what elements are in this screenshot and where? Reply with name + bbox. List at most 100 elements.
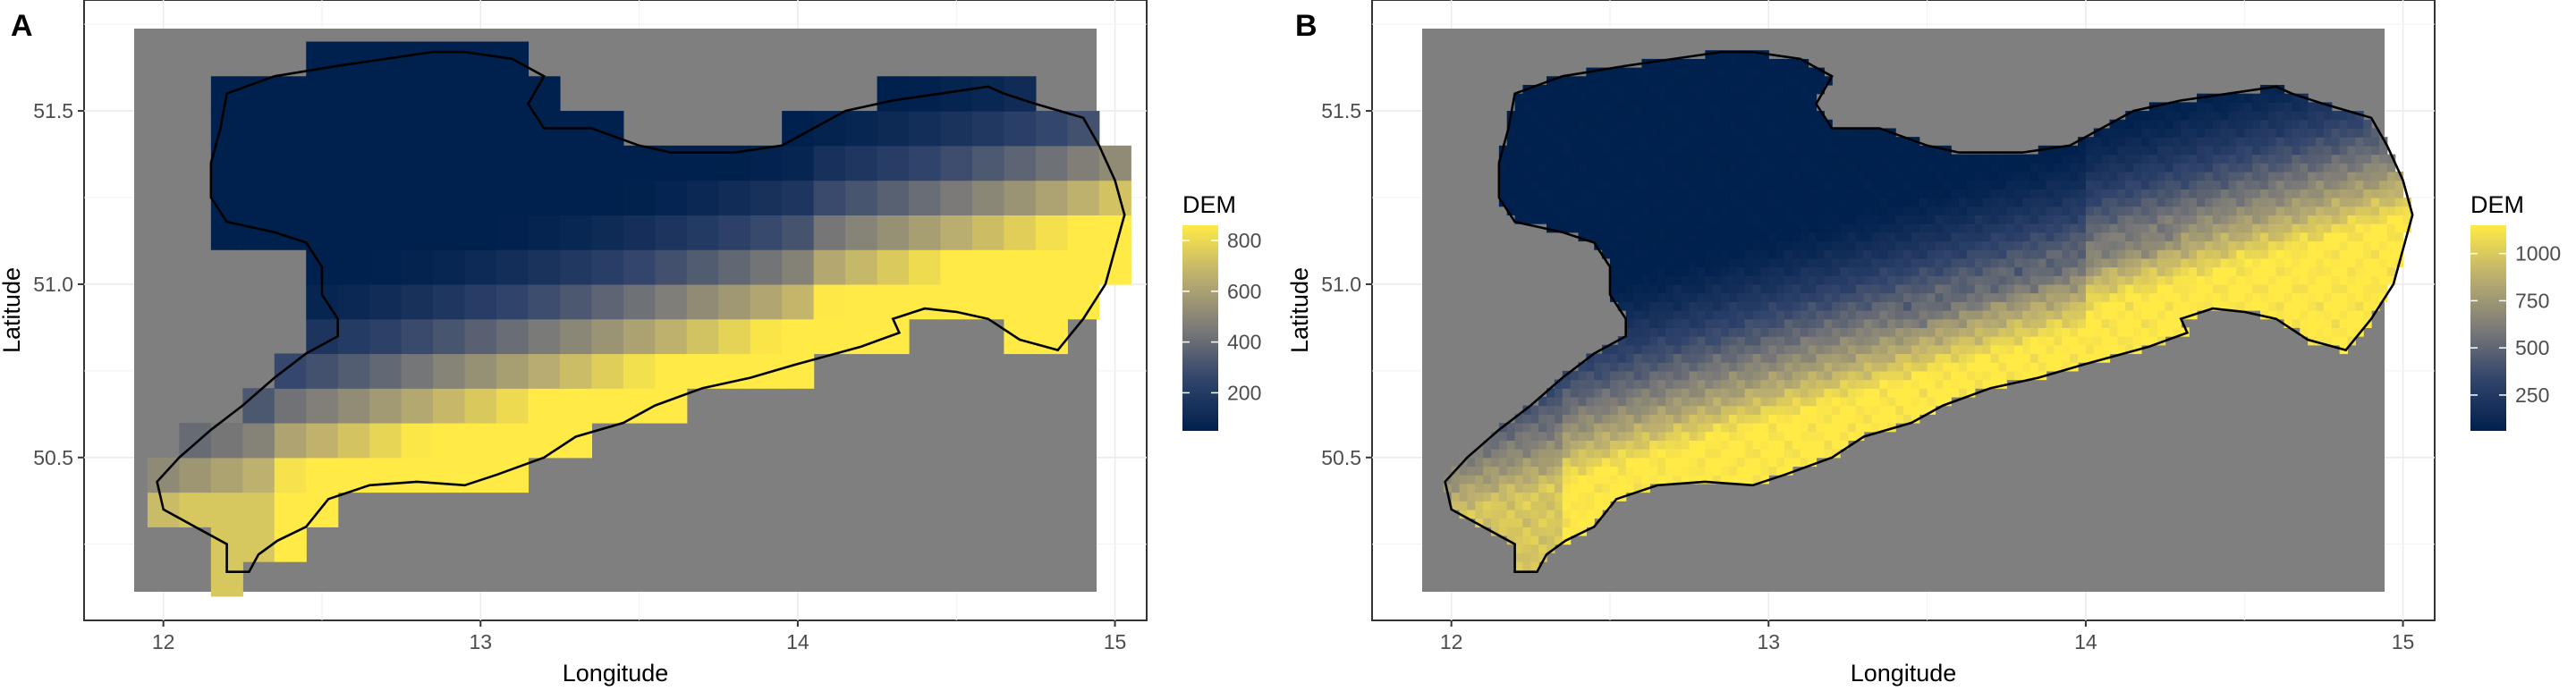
raster-cell	[1879, 180, 1888, 190]
raster-cell	[1800, 379, 1809, 389]
raster-cell	[1855, 396, 1865, 407]
raster-cell	[1490, 527, 1500, 536]
raster-cell	[718, 283, 751, 320]
raster-cell	[2157, 206, 2166, 215]
raster-cell	[2355, 292, 2364, 302]
raster-cell	[1506, 197, 1516, 207]
raster-cell	[2355, 128, 2364, 138]
raster-cell	[1657, 388, 1666, 398]
raster-cell	[2267, 206, 2277, 215]
raster-cell	[2347, 206, 2356, 215]
raster-cell	[1863, 154, 1873, 164]
raster-cell	[1681, 292, 1690, 302]
raster-cell	[1728, 215, 1738, 224]
raster-cell	[1570, 189, 1580, 198]
raster-cell	[2316, 266, 2325, 276]
raster-cell	[1784, 257, 1793, 268]
raster-cell	[2038, 301, 2047, 311]
raster-cell	[1792, 336, 1801, 346]
raster-cell	[1689, 301, 1699, 311]
raster-cell	[2117, 232, 2126, 242]
raster-cell	[2173, 257, 2182, 268]
raster-cell	[1609, 93, 1619, 103]
raster-cell	[2300, 310, 2309, 320]
raster-cell	[2363, 301, 2372, 311]
raster-cell	[1713, 171, 1722, 181]
raster-cell	[1943, 189, 1952, 198]
raster-cell	[1633, 93, 1643, 103]
raster-cell	[2101, 189, 2111, 198]
raster-cell	[2148, 232, 2158, 242]
raster-cell	[2355, 223, 2364, 233]
raster-cell	[1633, 457, 1643, 468]
raster-cell	[1697, 405, 1706, 415]
raster-cell	[2117, 171, 2126, 181]
raster-cell	[2101, 145, 2111, 156]
raster-cell	[1943, 353, 1952, 363]
raster-cell	[2125, 257, 2134, 268]
raster-cell	[1808, 67, 1818, 77]
raster-cell	[2117, 283, 2126, 294]
raster-cell	[1887, 137, 1896, 147]
raster-cell	[2339, 171, 2349, 181]
raster-cell	[2054, 275, 2063, 285]
raster-cell	[1514, 93, 1524, 103]
raster-cell	[1035, 249, 1068, 285]
raster-cell	[1847, 163, 1857, 173]
panel-a-legend-title: DEM	[1182, 191, 1236, 218]
raster-cell	[1911, 405, 1920, 415]
raster-cell	[1578, 137, 1587, 147]
raster-cell	[2347, 275, 2356, 285]
raster-cell	[1768, 240, 1777, 250]
raster-cell	[2197, 171, 2206, 181]
raster-cell	[2125, 249, 2134, 259]
raster-cell	[1959, 197, 1968, 207]
raster-cell	[1974, 318, 1984, 328]
raster-cell	[1744, 440, 1754, 450]
raster-cell	[1570, 171, 1580, 181]
raster-cell	[2292, 310, 2301, 320]
raster-cell	[1871, 240, 1881, 250]
raster-cell	[1903, 223, 1912, 233]
raster-cell	[1641, 232, 1650, 242]
raster-cell	[1633, 145, 1643, 156]
raster-cell	[1649, 102, 1658, 112]
raster-cell	[1927, 171, 1936, 181]
raster-cell	[1649, 232, 1658, 242]
raster-cell	[2259, 292, 2269, 302]
raster-cell	[2021, 240, 2031, 250]
raster-cell	[1689, 223, 1699, 233]
raster-cell	[1522, 561, 1531, 571]
raster-cell	[1506, 145, 1516, 156]
raster-cell	[1990, 283, 1999, 294]
raster-cell	[2062, 318, 2071, 328]
raster-cell	[1847, 154, 1857, 164]
raster-cell	[2228, 171, 2237, 181]
raster-cell	[1800, 232, 1809, 242]
raster-cell	[1752, 318, 1762, 328]
raster-cell	[2085, 283, 2095, 294]
raster-cell	[2021, 362, 2031, 372]
raster-cell	[1657, 405, 1666, 415]
raster-cell	[1808, 257, 1818, 268]
raster-cell	[2006, 171, 2015, 181]
raster-cell	[2259, 163, 2269, 173]
raster-cell	[2275, 232, 2285, 242]
raster-cell	[2078, 310, 2087, 320]
raster-cell	[1736, 405, 1746, 415]
raster-cell	[1721, 145, 1730, 156]
raster-cell	[1697, 67, 1706, 77]
raster-cell	[1633, 257, 1643, 268]
raster-cell	[2014, 336, 2023, 346]
raster-cell	[1625, 119, 1635, 130]
raster-cell	[2165, 180, 2174, 190]
raster-cell	[2021, 206, 2031, 215]
raster-cell	[1705, 440, 1714, 450]
raster-cell	[1800, 76, 1809, 86]
raster-cell	[1800, 344, 1809, 355]
raster-cell	[2394, 240, 2404, 250]
raster-cell	[909, 111, 942, 147]
raster-cell	[1546, 492, 1555, 501]
y-tick-label-0: 50.5	[33, 446, 73, 469]
raster-cell	[1903, 414, 1912, 424]
